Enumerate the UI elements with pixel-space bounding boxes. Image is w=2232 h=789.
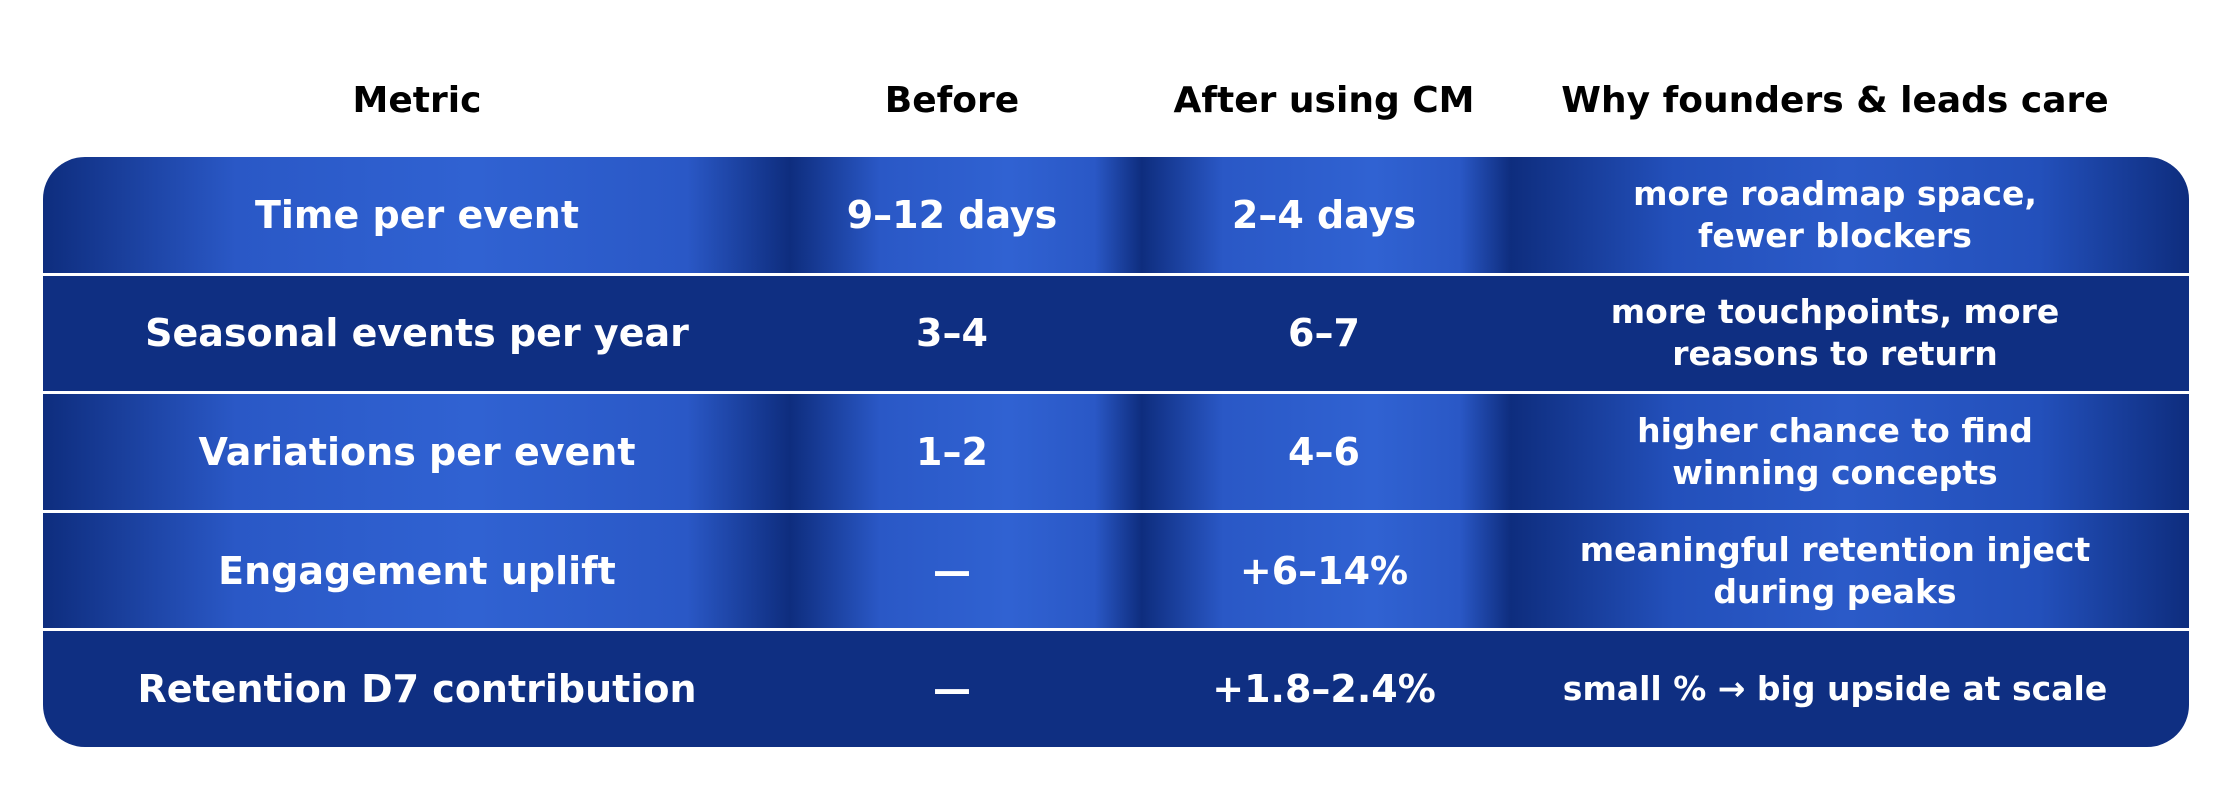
- cell-metric: Engagement uplift: [218, 548, 616, 593]
- cell-after: +1.8–2.4%: [1212, 667, 1436, 712]
- why-line: during peaks: [1713, 571, 1957, 611]
- cell-metric: Retention D7 contribution: [137, 667, 697, 712]
- cell-why: small % → big upside at scale: [1563, 631, 2107, 747]
- cell-after: 6–7: [1288, 311, 1360, 356]
- cell-after: +6–14%: [1239, 548, 1409, 593]
- why-line: higher chance to find: [1637, 410, 2033, 450]
- cell-why: more touchpoints, more reasons to return: [1611, 276, 2059, 392]
- table: Time per event 9–12 days 2–4 days more road…: [43, 157, 2189, 747]
- column-header: Metric: [352, 79, 482, 121]
- why-line: more touchpoints, more: [1610, 292, 2060, 332]
- cell-before: 3–4: [916, 311, 988, 356]
- table-row: Retention D7 contribution — +1.8–2.4% small…: [43, 631, 2189, 747]
- cell-before: 9–12 days: [846, 192, 1058, 237]
- cell-after: 2–4 days: [1231, 192, 1417, 237]
- why-line: small % → big upside at scale: [1562, 669, 2108, 709]
- cell-metric: Time per event: [254, 192, 580, 237]
- cell-before: —: [933, 548, 971, 593]
- column-header: After using CM: [1173, 79, 1475, 121]
- why-line: fewer blockers: [1698, 215, 1972, 255]
- table-row: Time per event 9–12 days 2–4 days more road…: [43, 157, 2189, 273]
- cell-metric: Seasonal events per year: [145, 311, 689, 356]
- why-line: reasons to return: [1672, 334, 1998, 374]
- table-row: Seasonal events per year 3–4 6–7 more touch…: [43, 275, 2189, 392]
- cell-after: 4–6: [1288, 429, 1360, 474]
- cell-why: meaningful retention inject during peaks: [1580, 513, 2091, 629]
- column-header: Before: [884, 79, 1020, 121]
- cell-why: higher chance to find winning concepts: [1637, 394, 2033, 510]
- why-line: winning concepts: [1672, 452, 1998, 492]
- why-line: more roadmap space,: [1633, 173, 2037, 213]
- table-row: Engagement uplift — +6–14% meaningful reten…: [43, 512, 2189, 629]
- cell-metric: Variations per event: [198, 429, 636, 474]
- column-header: Why founders & leads care: [1561, 79, 2109, 121]
- cell-before: 1–2: [916, 429, 988, 474]
- cell-before: —: [933, 667, 971, 712]
- cell-why: more roadmap space, fewer blockers: [1633, 157, 2037, 273]
- why-line: meaningful retention inject: [1579, 529, 2091, 569]
- table-row: Variations per event 1–2 4–6 higher chance …: [43, 394, 2189, 510]
